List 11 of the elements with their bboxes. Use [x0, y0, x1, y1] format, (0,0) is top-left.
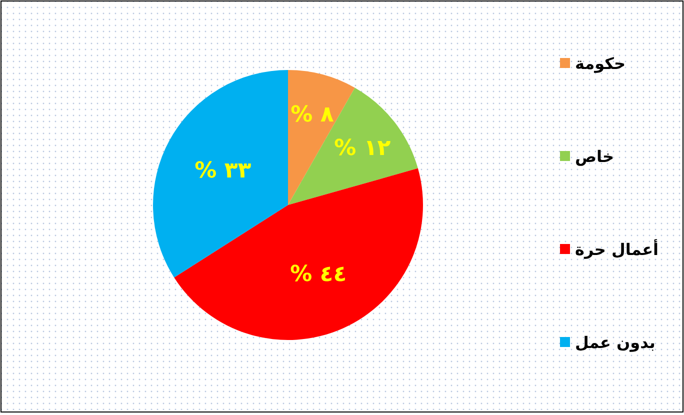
pie-slice: [288, 70, 355, 205]
legend-label: أعمال حرة: [575, 239, 659, 259]
pie-slice: [153, 70, 288, 278]
data-label: % ٤٤: [290, 262, 347, 287]
legend-label: حكومة: [575, 54, 626, 73]
data-label: % ١٢: [334, 136, 392, 161]
pie-slice: [288, 88, 418, 205]
data-label: % ٣٣: [194, 158, 252, 184]
legend-label: خاص: [575, 147, 614, 166]
data-label: % ٨: [290, 102, 334, 128]
legend-label: بدون عمل: [575, 333, 656, 352]
